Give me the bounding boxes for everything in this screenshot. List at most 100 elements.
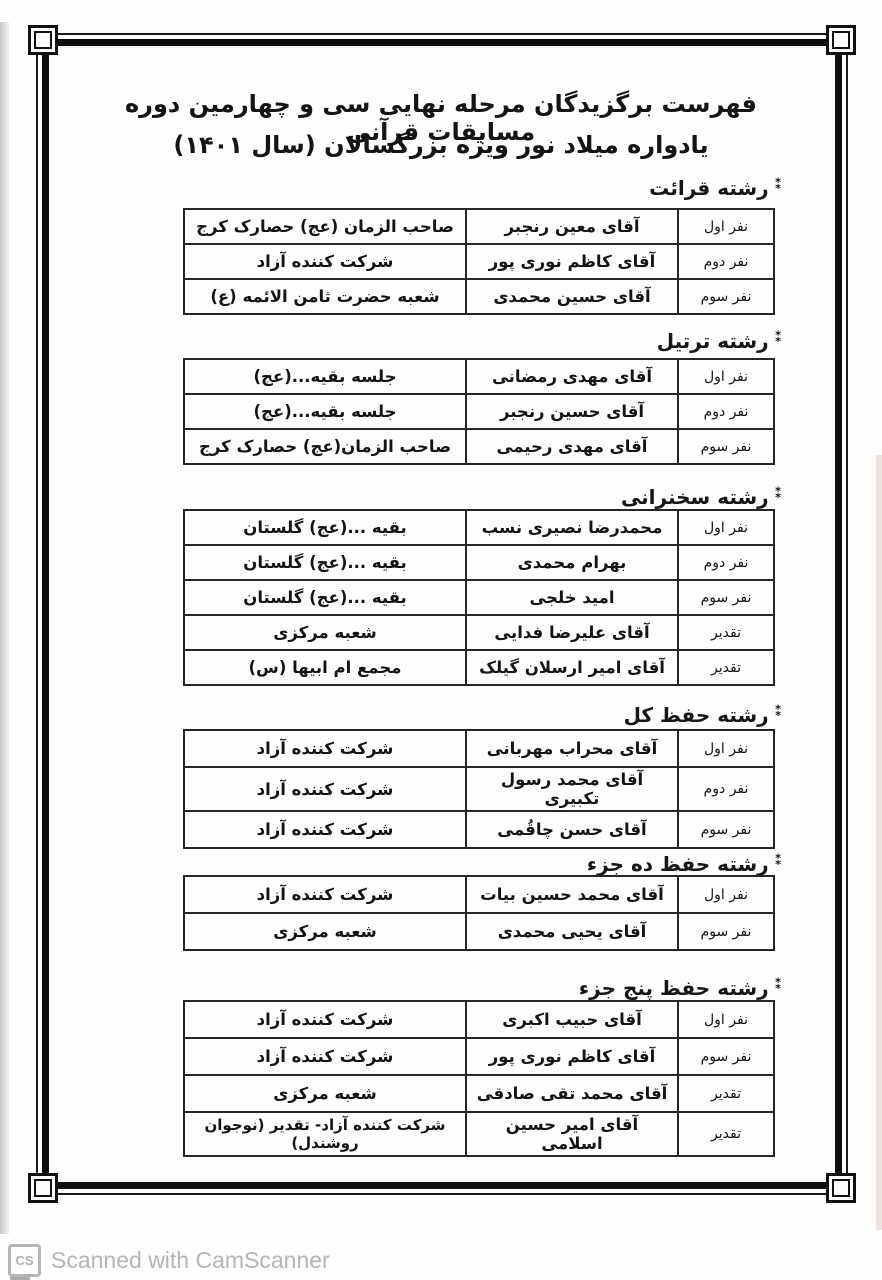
table-row: نفر دوم بهرام محمدی بقیه ...(عج) گلستان — [183, 544, 775, 581]
rank-cell: نفر اول — [677, 875, 775, 914]
branch-cell: مجمع ام ابیها (س) — [183, 649, 467, 686]
name-cell: آقای محمد تقی صادقی — [465, 1074, 679, 1113]
branch-cell: صاحب الزمان (عج) حصارک کرج — [183, 208, 467, 245]
frame-inner-line — [42, 39, 842, 1189]
name-cell: محمدرضا نصیری نسب — [465, 509, 679, 546]
section-marker-icon: ⁑ — [774, 330, 782, 346]
watermark-text: Scanned with CamScanner — [51, 1246, 330, 1273]
table-row: نفر اول آقای حبیب اکبری شرکت کننده آزاد — [183, 1000, 775, 1039]
name-cell: بهرام محمدی — [465, 544, 679, 581]
table-row: نفر اول آقای محراب مهربانی شرکت کننده آز… — [183, 729, 775, 768]
branch-cell: بقیه ...(عج) گلستان — [183, 579, 467, 616]
branch-cell: بقیه ...(عج) گلستان — [183, 509, 467, 546]
section-marker-icon: ⁑ — [774, 977, 782, 993]
results-table-sokhanrani: نفر اول محمدرضا نصیری نسب بقیه ...(عج) گ… — [183, 509, 775, 686]
table-row: نفر اول آقای محمد حسین بیات شرکت کننده آ… — [183, 875, 775, 914]
section-marker-icon: ⁑ — [774, 853, 782, 869]
section-title: رشته قرائت — [649, 176, 769, 200]
section-title: رشته حفظ کل — [623, 703, 769, 727]
name-cell: امید خلجی — [465, 579, 679, 616]
results-table-tartil: نفر اول آقای مهدی رمضانی جلسه بقیه...(عج… — [183, 358, 775, 465]
rank-cell: نفر اول — [677, 509, 775, 546]
rank-cell: نفر دوم — [677, 766, 775, 812]
name-cell: آقای محراب مهربانی — [465, 729, 679, 768]
name-cell: آقای حسین رنجبر — [465, 393, 679, 430]
frame-corner-ornament-bottom-left — [28, 1173, 58, 1203]
name-cell: آقای محمد رسول تکبیری — [465, 766, 679, 812]
branch-cell: جلسه بقیه...(عج) — [183, 358, 467, 395]
name-cell: آقای معین رنجبر — [465, 208, 679, 245]
camscanner-logo-icon: CS — [8, 1243, 41, 1280]
name-cell: آقای کاظم نوری پور — [465, 243, 679, 280]
branch-cell: صاحب الزمان(عج) حصارک کرج — [183, 428, 467, 465]
rank-cell: نفر اول — [677, 1000, 775, 1039]
rank-cell: نفر سوم — [677, 1037, 775, 1076]
section-header-hefz-dah-joz: ⁑ رشته حفظ ده جزء — [587, 852, 782, 876]
branch-cell: شرکت کننده آزاد — [183, 729, 467, 768]
rank-cell: تقدیر — [677, 1111, 775, 1157]
section-marker-icon: ⁑ — [774, 704, 782, 720]
branch-cell: شرکت کننده آزاد- تقدیر (نوجوان روشندل) — [183, 1111, 467, 1157]
table-row: نفر اول آقای مهدی رمضانی جلسه بقیه...(عج… — [183, 358, 775, 395]
rank-cell: نفر دوم — [677, 243, 775, 280]
name-cell: آقای یحیی محمدی — [465, 912, 679, 951]
table-row: تقدیر آقای علیرضا فدایی شعبه مرکزی — [183, 614, 775, 651]
table-row: نفر سوم آقای حسن چاقُمی شرکت کننده آزاد — [183, 810, 775, 849]
name-cell: آقای حبیب اکبری — [465, 1000, 679, 1039]
table-row: نفر سوم آقای حسین محمدی شعبه حضرت ثامن ا… — [183, 278, 775, 315]
section-header-hefz-panj-joz: ⁑ رشته حفظ پنج جزء — [579, 976, 782, 1000]
section-marker-icon: ⁑ — [774, 486, 782, 502]
results-table-hefz-dah-joz: نفر اول آقای محمد حسین بیات شرکت کننده آ… — [183, 875, 775, 951]
section-header-hefz-kol: ⁑ رشته حفظ کل — [624, 703, 782, 727]
table-row: نفر دوم آقای حسین رنجبر جلسه بقیه...(عج) — [183, 393, 775, 430]
section-title: رشته حفظ ده جزء — [586, 852, 769, 876]
rank-cell: نفر اول — [677, 208, 775, 245]
name-cell: آقای حسن چاقُمی — [465, 810, 679, 849]
branch-cell: شعبه مرکزی — [183, 912, 467, 951]
table-row: تقدیر آقای امیر ارسلان گیلک مجمع ام ابیه… — [183, 649, 775, 686]
name-cell: آقای مهدی رحیمی — [465, 428, 679, 465]
camscanner-logo-tab — [10, 1276, 30, 1280]
rank-cell: تقدیر — [677, 1074, 775, 1113]
branch-cell: شعبه حضرت ثامن الائمه (ع) — [183, 278, 467, 315]
document-title-line-2: یادواره میلاد نور ویژه بزرگسالان (سال ۱۴… — [173, 131, 709, 159]
table-row: نفر دوم آقای محمد رسول تکبیری شرکت کننده… — [183, 766, 775, 812]
results-table-hefz-kol: نفر اول آقای محراب مهربانی شرکت کننده آز… — [183, 729, 775, 849]
camscanner-logo-text: CS — [15, 1252, 34, 1268]
rank-cell: نفر سوم — [677, 428, 775, 465]
rank-cell: تقدیر — [677, 614, 775, 651]
table-row: تقدیر آقای امیر حسین اسلامی شرکت کننده آ… — [183, 1111, 775, 1157]
document-title-line-1: فهرست برگزیدگان مرحله نهایی سی و چهارمین… — [125, 90, 757, 146]
table-row: نفر سوم آقای یحیی محمدی شعبه مرکزی — [183, 912, 775, 951]
section-header-sokhanrani: ⁑ رشته سخنرانی — [621, 485, 782, 509]
frame-corner-ornament-bottom-right — [826, 1173, 856, 1203]
section-marker-icon: ⁑ — [774, 177, 782, 193]
rank-cell: نفر دوم — [677, 393, 775, 430]
rank-cell: نفر سوم — [677, 810, 775, 849]
frame-corner-ornament-top-right — [826, 25, 856, 55]
name-cell: آقای امیر حسین اسلامی — [465, 1111, 679, 1157]
branch-cell: شرکت کننده آزاد — [183, 875, 467, 914]
branch-cell: جلسه بقیه...(عج) — [183, 393, 467, 430]
name-cell: آقای امیر ارسلان گیلک — [465, 649, 679, 686]
rank-cell: نفر سوم — [677, 912, 775, 951]
table-row: نفر اول آقای معین رنجبر صاحب الزمان (عج)… — [183, 208, 775, 245]
name-cell: آقای کاظم نوری پور — [465, 1037, 679, 1076]
results-table-hefz-panj-joz: نفر اول آقای حبیب اکبری شرکت کننده آزاد … — [183, 1000, 775, 1157]
frame-corner-ornament-top-left — [28, 25, 58, 55]
camscanner-watermark: CS Scanned with CamScanner — [8, 1240, 330, 1280]
table-row: نفر سوم آقای مهدی رحیمی صاحب الزمان(عج) … — [183, 428, 775, 465]
table-row: تقدیر آقای محمد تقی صادقی شعبه مرکزی — [183, 1074, 775, 1113]
table-row: نفر سوم آقای کاظم نوری پور شرکت کننده آز… — [183, 1037, 775, 1076]
name-cell: آقای مهدی رمضانی — [465, 358, 679, 395]
branch-cell: شرکت کننده آزاد — [183, 243, 467, 280]
name-cell: آقای علیرضا فدایی — [465, 614, 679, 651]
branch-cell: شرکت کننده آزاد — [183, 766, 467, 812]
branch-cell: شرکت کننده آزاد — [183, 1000, 467, 1039]
branch-cell: شرکت کننده آزاد — [183, 1037, 467, 1076]
table-row: نفر دوم آقای کاظم نوری پور شرکت کننده آز… — [183, 243, 775, 280]
table-row: نفر اول محمدرضا نصیری نسب بقیه ...(عج) گ… — [183, 509, 775, 546]
decorative-page-frame — [28, 25, 856, 1203]
branch-cell: شعبه مرکزی — [183, 614, 467, 651]
